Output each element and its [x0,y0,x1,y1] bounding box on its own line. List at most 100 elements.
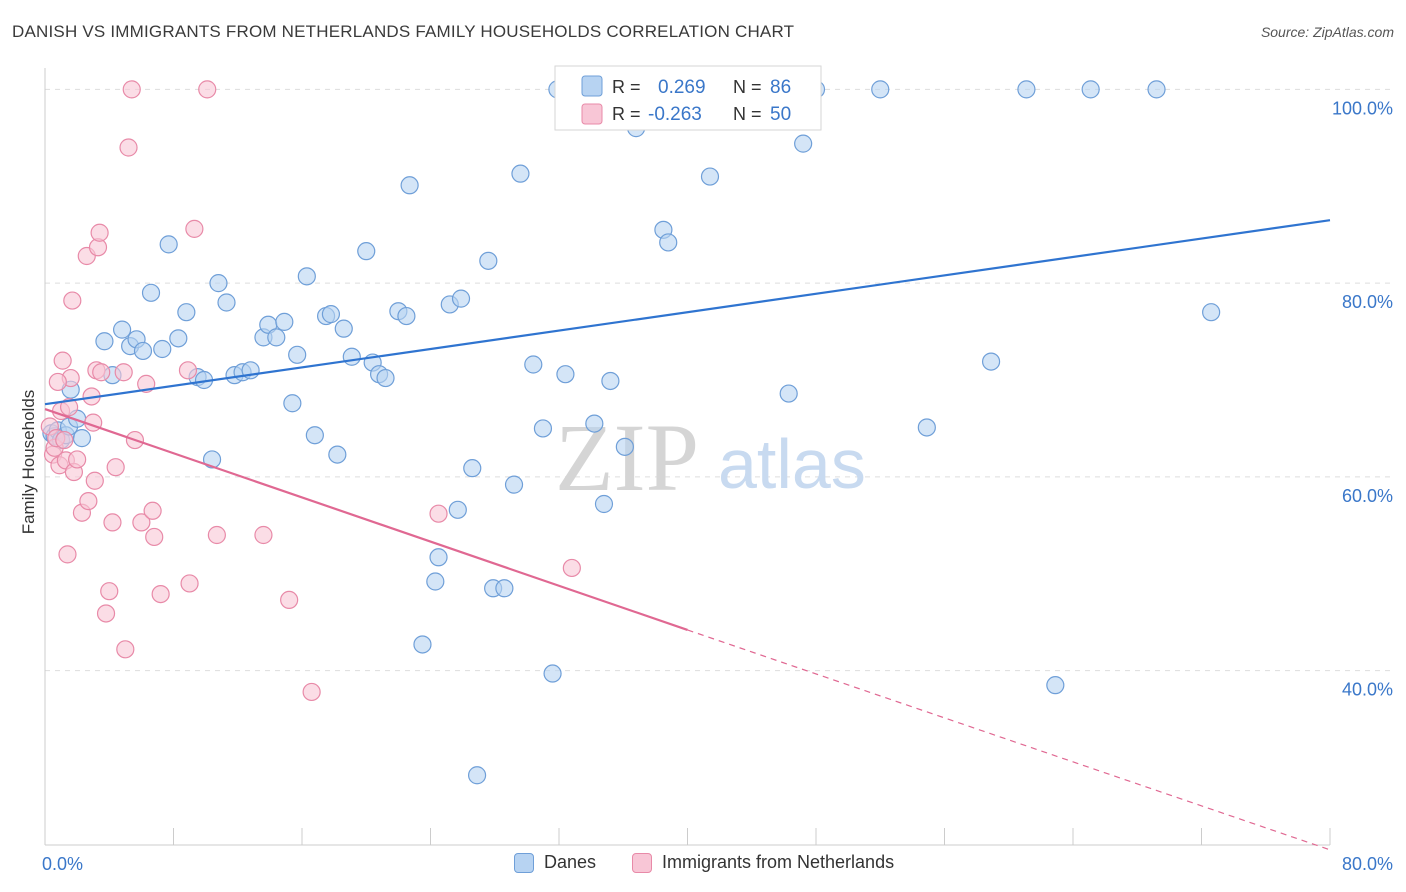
danes-point [543,664,562,683]
danes-point [463,459,482,478]
correlation-legend: R = 0.269 N = 86 R = -0.263 N = 50 [554,65,822,131]
neth-point [85,471,104,490]
danes-point [426,572,445,591]
danes-point [429,548,448,567]
chart-source: Source: ZipAtlas.com [1260,24,1394,40]
neth-point [116,640,135,659]
danes-point [357,242,376,261]
series-legend-swatch-neth [632,852,652,873]
danes-point [342,347,361,366]
danes-point [700,167,720,186]
danes-point [72,429,92,448]
neth-point [178,361,198,380]
danes-point [871,80,890,99]
danes-point [328,445,347,464]
legend-n-value-neth: 50 [770,104,791,125]
danes-point [594,494,614,514]
y-axis-title: Family Households [19,390,38,535]
neth-point [429,504,448,523]
neth-point [53,351,72,370]
legend-r-label-danes: R = [612,77,641,97]
danes-point [112,320,132,339]
chart-title: DANISH VS IMMIGRANTS FROM NETHERLANDS FA… [12,22,795,41]
danes-point [495,579,514,598]
neth-point [143,501,162,520]
danes-point [451,289,471,308]
neth-point [114,363,133,382]
danes-point [283,394,302,413]
legend-r-label-neth: R = [612,104,641,124]
neth-point [132,513,151,532]
danes-point [779,384,798,403]
danes-point [177,303,196,322]
neth-trend-line [44,408,688,631]
danes-point [209,274,228,293]
neth-point [96,604,116,623]
danes-point [659,233,678,252]
neth-point [119,138,138,157]
danes-point [917,418,936,437]
danes-point [533,419,553,438]
y-tick-label: 40.0% [1342,680,1393,700]
danes-trend-line [44,219,1331,406]
neth-point [92,363,111,382]
danes-point [1046,676,1065,695]
danes-point [413,635,432,654]
danes-point [479,251,498,270]
y-tick-label: 100.0% [1332,98,1393,118]
neth-point [207,525,226,545]
y-tick-label: 80.0% [1342,292,1393,312]
danes-point [1147,80,1166,99]
neth-point [180,574,199,593]
neth-trend-extension [687,629,1331,851]
neth-point [79,491,98,511]
danes-point [334,319,353,338]
danes-point [267,328,286,347]
danes-point [169,329,188,348]
watermark-atlas: atlas [718,425,866,503]
danes-point [556,365,575,384]
gridlines [45,88,1392,672]
watermark: ZIP atlas [555,404,866,511]
neth-point [302,682,321,702]
x-tick-label: 80.0% [1342,854,1393,874]
legend-n-label-danes: N = [733,77,762,97]
danes-point [133,341,153,361]
series-legend-item-danes[interactable]: Danes [514,852,596,873]
danes-point [397,306,416,326]
danes-point [1017,80,1036,99]
danes-point [297,267,316,286]
series-legend-item-neth[interactable]: Immigrants from Netherlands [632,852,894,873]
neth-point [55,430,74,450]
neth-point [185,219,204,238]
series-legend-label-danes: Danes [544,852,597,872]
danes-point [981,352,1001,371]
series-legend: Danes Immigrants from Netherlands [0,852,1406,878]
legend-n-value-danes: 86 [770,77,791,98]
danes-point [376,368,395,388]
danes-point [400,176,419,195]
y-tick-label: 60.0% [1342,486,1393,506]
danes-point [504,475,524,494]
neth-point [103,513,122,532]
legend-r-value-danes: 0.269 [658,77,706,98]
series-legend-label-neth: Immigrants from Netherlands [662,852,895,872]
neth-point [562,558,581,578]
neth-point [151,584,170,604]
watermark-zip: ZIP [555,404,699,511]
danes-point [585,414,604,433]
y-axis-title-group: Family Households [19,390,38,535]
danes-point [275,312,294,331]
danes-point [524,355,543,374]
danes-point [467,766,487,785]
neth-point [254,525,273,545]
danes-point [202,450,222,469]
neth-point [63,291,82,310]
neth-point [280,590,299,610]
danes-point [601,371,620,391]
neth-point [59,398,79,417]
danes-point [1202,303,1221,322]
neth-point [122,80,141,99]
neth-point [58,545,77,564]
